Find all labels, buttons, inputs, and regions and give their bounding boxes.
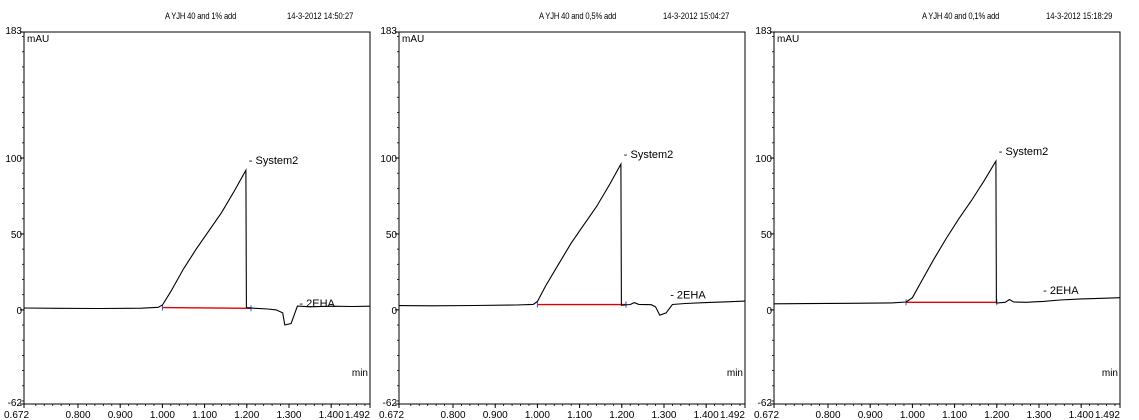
peak-label: - System2 — [624, 149, 674, 161]
chart-panel-1: A YJH 40 and 1% add 14-3-2012 14:50:27 1… — [0, 0, 372, 420]
chromatogram-plot: 183 100 50 0 -62 mAU 0.672 0.800 0.900 1.000 1.100… — [754, 26, 1121, 420]
chart-timestamp: 14-3-2012 15:18:29 — [1046, 11, 1113, 22]
x-tick-label: 0.900 — [858, 410, 883, 420]
y-tick-label: 50 — [11, 230, 23, 241]
x-tick-label: 1.300 — [651, 410, 676, 420]
chart-title: A YJH 40 and 1% add — [165, 11, 237, 22]
y-tick-label: 50 — [386, 230, 398, 241]
x-tick-label: 1.492 — [345, 410, 370, 420]
x-tick-label: 1.200 — [984, 410, 1009, 420]
y-unit-label: mAU — [777, 34, 799, 45]
signal-trace — [398, 161, 746, 316]
y-tick-label: 0 — [766, 306, 772, 317]
y-unit-label: mAU — [402, 34, 424, 45]
y-bottom-label: -62 — [383, 398, 398, 409]
x-tick-label: 1.400 — [319, 410, 344, 420]
x-tick-label: 1.492 — [1095, 410, 1120, 420]
x-unit-label: min — [1102, 368, 1118, 379]
y-tick-label: 0 — [391, 306, 397, 317]
chart-timestamp: 14-3-2012 15:04:27 — [663, 11, 730, 22]
y-bottom-label: -62 — [8, 398, 23, 409]
x-tick-label: 1.000 — [150, 410, 175, 420]
plot-frame — [23, 31, 371, 405]
y-bottom-label: -62 — [758, 398, 773, 409]
integration-baseline — [162, 306, 252, 310]
x-tick-label: 0.800 — [65, 410, 90, 420]
x-tick-label: 1.400 — [694, 410, 719, 420]
x-tick-label: 0.900 — [108, 410, 133, 420]
x-tick-label: 1.200 — [234, 410, 259, 420]
x-tick-label: 1.400 — [1069, 410, 1094, 420]
x-tick-label: 0.672 — [4, 410, 29, 420]
chart-panel-2: A YJH 40 and 0,5% add 14-3-2012 15:04:27… — [375, 0, 747, 420]
x-tick-label: 1.200 — [609, 410, 634, 420]
y-tick-label: 100 — [380, 154, 397, 165]
plot-frame — [398, 31, 746, 405]
x-tick-label: 1.300 — [1026, 410, 1051, 420]
peak-label: - System2 — [249, 155, 299, 167]
x-tick-label: 1.100 — [192, 410, 217, 420]
chart-panel-3: A YJH 40 and 0,1% add 14-3-2012 15:18:29… — [750, 0, 1122, 420]
y-unit-label: mAU — [27, 34, 49, 45]
peak-label: - System2 — [999, 146, 1049, 158]
chromatogram-plot: 183 100 50 0 -62 mAU 0.672 0.800 0.900 1.000 1.100… — [4, 26, 371, 420]
x-tick-label: 0.672 — [379, 410, 404, 420]
x-tick-label: 1.100 — [942, 410, 967, 420]
x-unit-label: min — [727, 368, 743, 379]
chromatogram-plot: 183 100 50 0 -62 mAU 0.672 0.800 0.900 1.000 1.100… — [379, 26, 746, 420]
x-tick-label: 1.100 — [567, 410, 592, 420]
x-tick-label: 1.000 — [900, 410, 925, 420]
y-tick-label: 50 — [761, 230, 773, 241]
y-top-label: 183 — [380, 26, 397, 37]
y-tick-label: 100 — [5, 154, 22, 165]
x-tick-label: 0.800 — [440, 410, 465, 420]
signal-trace — [773, 159, 1121, 305]
x-tick-label: 1.300 — [276, 410, 301, 420]
peak-label: - 2EHA — [1043, 285, 1079, 297]
chart-timestamp: 14-3-2012 14:50:27 — [287, 11, 354, 22]
x-tick-label: 0.900 — [483, 410, 508, 420]
plot-frame — [773, 31, 1121, 405]
x-unit-label: min — [352, 368, 368, 379]
x-tick-label: 1.000 — [525, 410, 550, 420]
peak-label: - 2EHA — [670, 290, 706, 302]
y-top-label: 183 — [5, 26, 22, 37]
peak-label: - 2EHA — [299, 298, 335, 310]
chart-title: A YJH 40 and 0,1% add — [922, 11, 1000, 22]
x-tick-label: 0.800 — [815, 410, 840, 420]
y-tick-label: 100 — [755, 154, 772, 165]
x-tick-label: 0.672 — [754, 410, 779, 420]
y-top-label: 183 — [755, 26, 772, 37]
y-tick-label: 0 — [16, 306, 22, 317]
signal-trace — [23, 168, 371, 326]
x-tick-label: 1.492 — [720, 410, 745, 420]
chart-title: A YJH 40 and 0,5% add — [539, 11, 617, 22]
